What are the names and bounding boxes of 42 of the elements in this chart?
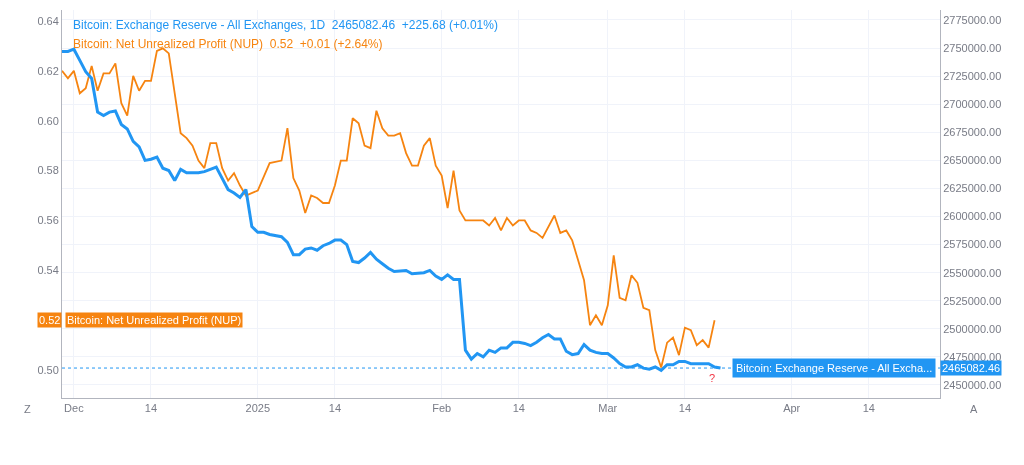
x-tick-label: 14	[512, 402, 525, 415]
y-tick-label: 0.50	[37, 363, 59, 376]
series-label: Bitcoin: Exchange Reserve - All Exchanges, 1D	[73, 18, 326, 32]
y2-tick-label: 2675000.00	[943, 126, 1002, 139]
x-tick-label: Feb	[432, 402, 452, 415]
y2-tick-label: 2600000.00	[943, 210, 1002, 223]
x-tick-label: 2025	[245, 402, 271, 415]
y2-tick-label: 2625000.00	[943, 182, 1002, 195]
y-tick-label: 0.54	[37, 264, 59, 277]
y-tick-label: 0.60	[37, 114, 59, 127]
y2-tick-label: 2750000.00	[943, 41, 1002, 54]
y-tick-label: 0.58	[37, 164, 59, 177]
y2-tick-label: 2475000.00	[943, 350, 1002, 363]
x-tick-label: 14	[144, 402, 158, 415]
series-label: Bitcoin: Net Unrealized Profit (NUP)	[73, 37, 264, 51]
y2-tick-label: 2500000.00	[943, 322, 1002, 335]
y2-tick-label: 2775000.00	[943, 13, 1002, 26]
text: A	[970, 403, 978, 415]
y2-tick-label: 2575000.00	[943, 238, 1002, 251]
y2-tick-label: 2725000.00	[943, 70, 1002, 82]
text: 0.52	[39, 314, 61, 326]
annotation: ?	[709, 372, 716, 384]
x-tick-label: 14	[862, 402, 875, 415]
y-tick-label: 0.62	[37, 64, 59, 77]
y2-tick-label: 2700000.00	[943, 98, 1002, 111]
y2-tick-label: 2525000.00	[943, 294, 1002, 307]
x-tick-label: Dec	[64, 402, 85, 415]
x-tick-label: Mar	[598, 402, 618, 415]
y2-tick-label: 2450000.00	[943, 378, 1002, 391]
x-tick-label: 14	[678, 402, 692, 415]
x-tick-label: 14	[328, 402, 342, 415]
y-tick-label: 0.64	[37, 14, 59, 27]
annotation: Bitcoin: Net Unrealized Profit (NUP)	[67, 314, 242, 326]
annotation: 2465082.46 +225.68 (+0.01%)	[331, 18, 498, 32]
text: Z	[24, 403, 31, 415]
ref-line-label: Bitcoin: Exchange Reserve - All Excha...	[736, 362, 933, 374]
y-tick-label: 0.56	[37, 214, 59, 227]
y2-tick-label: 2550000.00	[943, 266, 1002, 279]
x-tick-label: Apr	[783, 402, 801, 415]
y2-tick-label: 2650000.00	[943, 154, 1002, 167]
text: 2465082.46	[942, 362, 1001, 374]
annotation: 0.52 +0.01 (+2.64%)	[269, 37, 383, 51]
